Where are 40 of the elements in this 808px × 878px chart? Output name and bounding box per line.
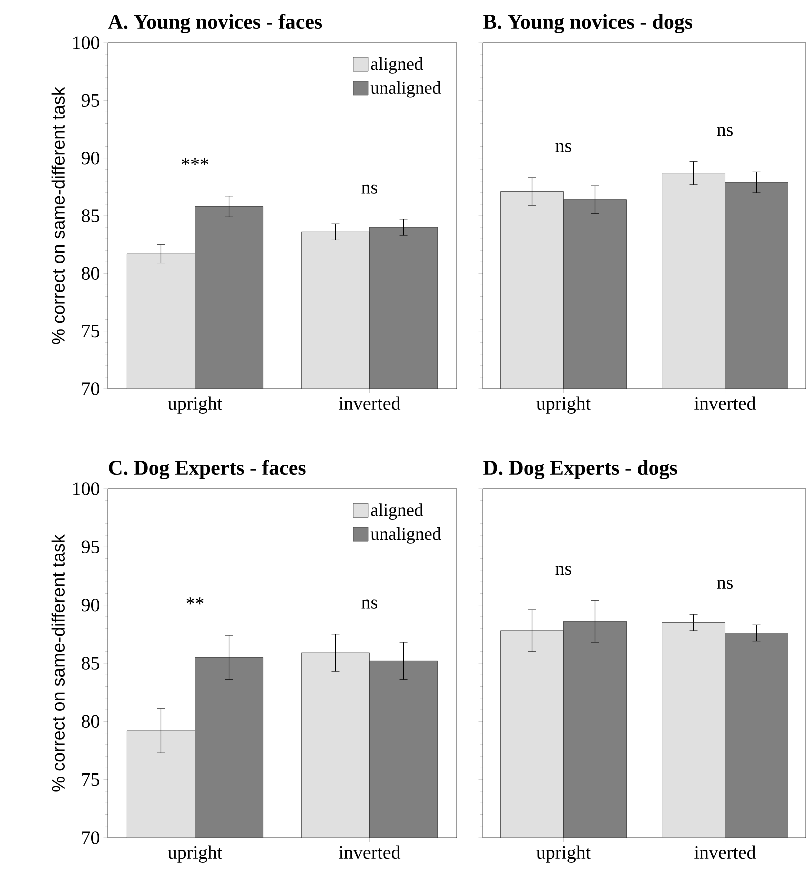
y-tick-label: 85 <box>82 657 100 670</box>
y-tick-label: 95 <box>82 94 100 108</box>
annotation: ns <box>717 580 733 590</box>
x-tick-label: upright <box>168 396 222 414</box>
y-tick-label: 100 <box>73 482 100 496</box>
x-tick-label: upright <box>536 846 591 863</box>
y-tick-label: 80 <box>82 267 100 280</box>
x-tick-label: inverted <box>339 396 401 410</box>
chart-title: A. Young novices - faces <box>108 14 322 34</box>
y-tick-label: 95 <box>82 540 100 554</box>
y-tick-label: 100 <box>73 36 100 50</box>
legend-label: aligned <box>371 58 424 74</box>
x-tick-label: inverted <box>339 846 401 860</box>
annotation: ns <box>556 566 572 576</box>
y-tick-label: 90 <box>82 598 100 612</box>
x-tick-label: inverted <box>694 396 756 410</box>
x-tick-label: upright <box>168 846 222 863</box>
annotation: ** <box>186 598 204 605</box>
y-tick-label: 85 <box>82 210 100 222</box>
y-tick-label: 70 <box>82 382 100 396</box>
annotation: ns <box>362 600 378 609</box>
chart-title: B. Young novices - dogs <box>484 14 693 34</box>
chart-title: D. Dog Experts - dogs <box>484 460 678 480</box>
x-tick-label: inverted <box>694 846 756 860</box>
y-axis-title: % correct on same-different task <box>52 87 65 344</box>
y-tick-label: 75 <box>82 325 100 338</box>
annotation: ns <box>717 127 733 136</box>
annotation: ns <box>362 184 378 194</box>
y-axis-title: % correct on same-different task <box>52 534 65 792</box>
annotation: *** <box>182 158 209 166</box>
y-tick-label: 75 <box>82 774 100 786</box>
y-tick-label: 90 <box>82 152 100 165</box>
y-tick-label: 80 <box>82 715 100 728</box>
chart-title: C. Dog Experts - faces <box>109 460 306 480</box>
y-tick-label: 70 <box>82 832 100 844</box>
x-tick-label: upright <box>536 396 591 414</box>
annotation: ns <box>556 143 572 152</box>
legend-label: unaligned <box>370 528 442 544</box>
legend-label: aligned <box>371 504 424 520</box>
legend-label: unaligned <box>370 81 442 98</box>
